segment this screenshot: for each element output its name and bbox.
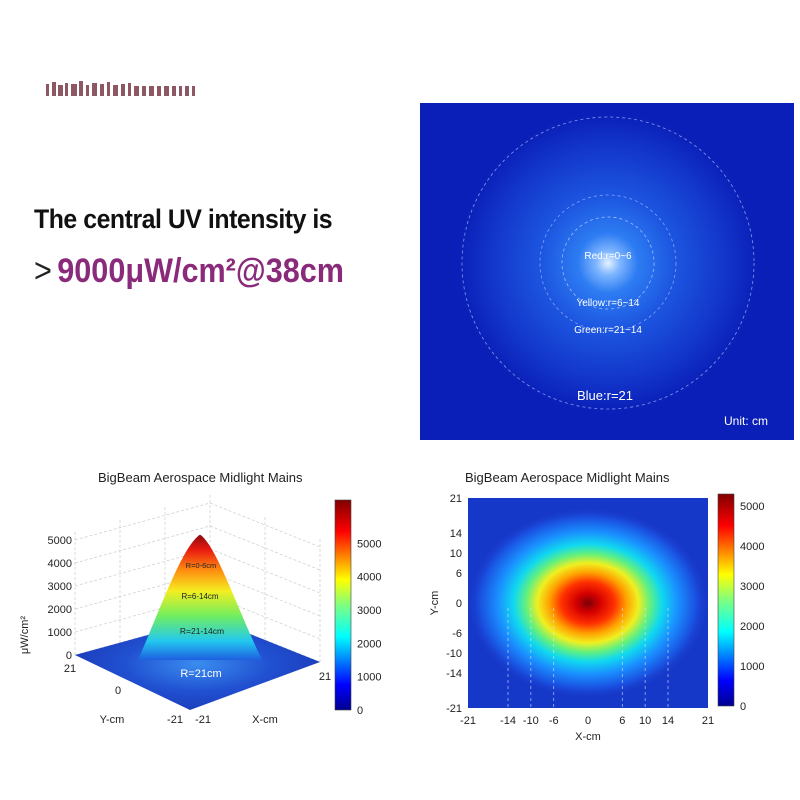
x-axis-label: X-cm xyxy=(575,731,601,743)
zone-label-3: R=21cm xyxy=(180,668,221,680)
heatmap-intensity xyxy=(468,508,708,698)
ring-label-green: Green:r=21~14 xyxy=(574,325,642,336)
z-tick-label: 1000 xyxy=(48,627,72,639)
colorbar-tick-label: 0 xyxy=(740,701,746,713)
colorbar-tick-label: 4000 xyxy=(740,541,764,553)
ring-outer xyxy=(461,116,755,410)
x-tick-0: -21 xyxy=(195,714,211,726)
z-tick-label: 5000 xyxy=(48,535,72,547)
grid-line xyxy=(74,502,211,541)
y-axis-label: Y-cm xyxy=(100,714,125,726)
colorbar-tick-label: 0 xyxy=(357,705,363,717)
x-tick-label: -14 xyxy=(500,715,516,727)
y-axis-label: Y-cm xyxy=(429,591,441,616)
colorbar-tick-label: 1000 xyxy=(357,672,381,684)
y-tick-0: 21 xyxy=(64,663,76,675)
beam-photo: Red:r=0~6 Yellow:r=6~14 Green:r=21~14 Bl… xyxy=(420,103,794,440)
x-tick-1: 21 xyxy=(319,671,331,683)
brand-logo xyxy=(46,81,195,96)
ring-inner xyxy=(561,216,655,310)
headline-line1: The central UV intensity is xyxy=(34,204,333,234)
headline-value: 9000μW/cm²@38cm xyxy=(57,252,344,290)
ring-label-yellow: Yellow:r=6~14 xyxy=(576,298,639,309)
heatmap-chart: -21 -14 -10 -6 0 6 10 14 21 21141060-6-10-14-21 … xyxy=(429,493,764,743)
y-tick-label: 21 xyxy=(450,493,462,505)
x-tick-label: 14 xyxy=(662,715,674,727)
heatmap-guides xyxy=(507,608,669,708)
y-tick-1: 0 xyxy=(115,685,121,697)
z-tick-label: 0 xyxy=(66,650,72,662)
surface-chart: 0 1000 2000 3000 4000 5000 R=0-6cm R=6-14cm R… xyxy=(19,493,381,726)
zone-label-1: R=6-14cm xyxy=(181,592,218,601)
y-tick-label: 14 xyxy=(450,528,462,540)
y-tick-label: -6 xyxy=(452,628,462,640)
colorbar-tick-label: 4000 xyxy=(357,572,381,584)
colorbar xyxy=(334,499,352,711)
colorbar-ticks: 0 1000 2000 3000 4000 5000 xyxy=(357,538,381,717)
y-tick-label: -10 xyxy=(446,648,462,660)
surface-peak xyxy=(138,534,262,660)
y-axis: 21 14 10 6 0 -6 -10 -14 -21 xyxy=(446,493,462,715)
chart-3d-title: BigBeam Aerospace Midlight Mains xyxy=(98,470,303,485)
x-tick-label: -10 xyxy=(523,715,539,727)
z-tick-label: 3000 xyxy=(48,581,72,593)
colorbar-tick-label: 2000 xyxy=(740,621,764,633)
x-tick-label: -6 xyxy=(549,715,559,727)
grid-line xyxy=(74,525,211,564)
x-tick-label: 6 xyxy=(619,715,625,727)
x-tick-label: 21 xyxy=(702,715,714,727)
y-tick-label: 10 xyxy=(450,548,462,560)
y-tick-label: -14 xyxy=(446,668,462,680)
z-axis-label: μW/cm² xyxy=(19,616,31,654)
beam-glow xyxy=(458,113,758,413)
ring-middle xyxy=(539,194,677,332)
y-tick-label: -21 xyxy=(446,703,462,715)
heatmap-title: BigBeam Aerospace Midlight Mains xyxy=(465,470,670,485)
x-tick-label: 10 xyxy=(639,715,651,727)
ring-label-red: Red:r=0~6 xyxy=(584,251,632,262)
zone-label-0: R=0-6cm xyxy=(186,561,217,570)
colorbar-tick-label: 1000 xyxy=(740,661,764,673)
y-tick-2: -21 xyxy=(167,714,183,726)
z-axis: 0 1000 2000 3000 4000 5000 xyxy=(48,535,72,662)
colorbar-ticks: 0 1000 2000 3000 4000 5000 xyxy=(740,501,764,713)
x-axis: -21 -14 -10 -6 0 6 10 14 21 xyxy=(460,715,714,727)
x-tick-label: -21 xyxy=(460,715,476,727)
colorbar-tick-label: 3000 xyxy=(740,581,764,593)
colorbar-tick-label: 5000 xyxy=(357,538,381,550)
greater-than-symbol: > xyxy=(34,252,52,290)
zone-label-2: R=21-14cm xyxy=(180,626,224,636)
colorbar-tick-label: 2000 xyxy=(357,638,381,650)
z-tick-label: 2000 xyxy=(48,604,72,616)
colorbar xyxy=(717,493,735,707)
x-axis-label: X-cm xyxy=(252,714,278,726)
surface-floor xyxy=(75,618,320,710)
colorbar-tick-label: 3000 xyxy=(357,605,381,617)
y-tick-label: 0 xyxy=(456,598,462,610)
x-tick-label: 0 xyxy=(585,715,591,727)
y-tick-label: 6 xyxy=(456,568,462,580)
unit-label: Unit: cm xyxy=(724,414,768,428)
colorbar-tick-label: 5000 xyxy=(740,501,764,513)
headline-line2: >9000μW/cm²@38cm xyxy=(34,252,344,291)
z-tick-label: 4000 xyxy=(48,558,72,570)
ring-label-blue: Blue:r=21 xyxy=(577,388,633,403)
